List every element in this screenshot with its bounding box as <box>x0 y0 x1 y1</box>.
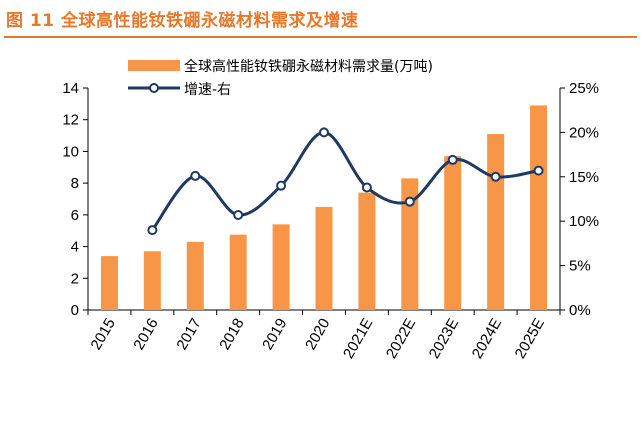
y-right-tick-label: 15% <box>569 169 599 186</box>
x-tick-label: 2021E <box>340 316 376 362</box>
x-tick-label: 2025E <box>512 316 548 362</box>
legend: 全球高性能钕铁硼永磁材料需求量(万吨) 增速-右 <box>128 58 433 98</box>
growth-point <box>404 196 415 207</box>
y-left-tick-label: 2 <box>71 270 79 287</box>
bar <box>186 241 204 310</box>
y-left-tick-label: 14 <box>62 80 79 97</box>
growth-point <box>319 127 329 138</box>
legend-line-marker <box>149 83 159 93</box>
growth-point <box>490 171 501 182</box>
bar <box>530 105 548 310</box>
growth-point <box>190 170 201 181</box>
legend-line-label: 增速-右 <box>184 82 231 98</box>
growth-point <box>276 180 287 191</box>
bar <box>401 178 419 310</box>
y-left-tick-label: 12 <box>62 112 79 129</box>
x-tick-label: 2019 <box>259 316 290 353</box>
figure-title: 图 11 全球高性能钕铁硼永磁材料需求及增速 <box>6 11 359 31</box>
bar <box>358 192 376 310</box>
y-right-tick-label: 5% <box>569 258 591 275</box>
x-tick-label: 2024E <box>469 316 505 362</box>
x-tick-label: 2017 <box>173 316 204 353</box>
x-tick-label: 2020 <box>302 316 333 353</box>
bar <box>315 206 333 310</box>
x-tick-label: 2016 <box>130 316 161 353</box>
y-left-tick-label: 0 <box>71 302 79 319</box>
growth-point <box>533 165 544 176</box>
title-divider <box>4 36 637 38</box>
growth-point <box>447 154 458 165</box>
bar <box>487 133 505 310</box>
bar <box>272 224 290 310</box>
bar <box>100 256 118 310</box>
y-right-tick-label: 10% <box>569 213 599 230</box>
y-right-tick-label: 20% <box>569 124 599 141</box>
bar <box>229 234 247 310</box>
bar <box>444 156 462 310</box>
growth-point <box>147 225 158 236</box>
growth-point <box>361 182 372 193</box>
y-right-tick-label: 0% <box>569 302 591 319</box>
growth-point <box>233 209 244 220</box>
legend-bar-swatch <box>128 60 180 71</box>
growth-line <box>151 130 539 232</box>
y-left-tick-label: 10 <box>62 143 79 160</box>
bar <box>143 251 161 310</box>
legend-bar-label: 全球高性能钕铁硼永磁材料需求量(万吨) <box>184 58 433 75</box>
y-left-tick-label: 8 <box>71 175 79 192</box>
x-tick-label: 2023E <box>426 316 462 362</box>
y-right-tick-label: 25% <box>569 80 599 97</box>
plot-area: 0 2 4 6 8 10 12 14 0% 5% 10% 15% 20% 25% 2015 2016 2017 2… <box>62 80 599 362</box>
y-left-tick-label: 4 <box>71 239 79 256</box>
x-tick-label: 2018 <box>216 316 247 353</box>
y-left-tick-label: 6 <box>71 207 79 224</box>
x-tick-label: 2022E <box>383 316 419 362</box>
x-tick-label: 2015 <box>88 316 119 353</box>
